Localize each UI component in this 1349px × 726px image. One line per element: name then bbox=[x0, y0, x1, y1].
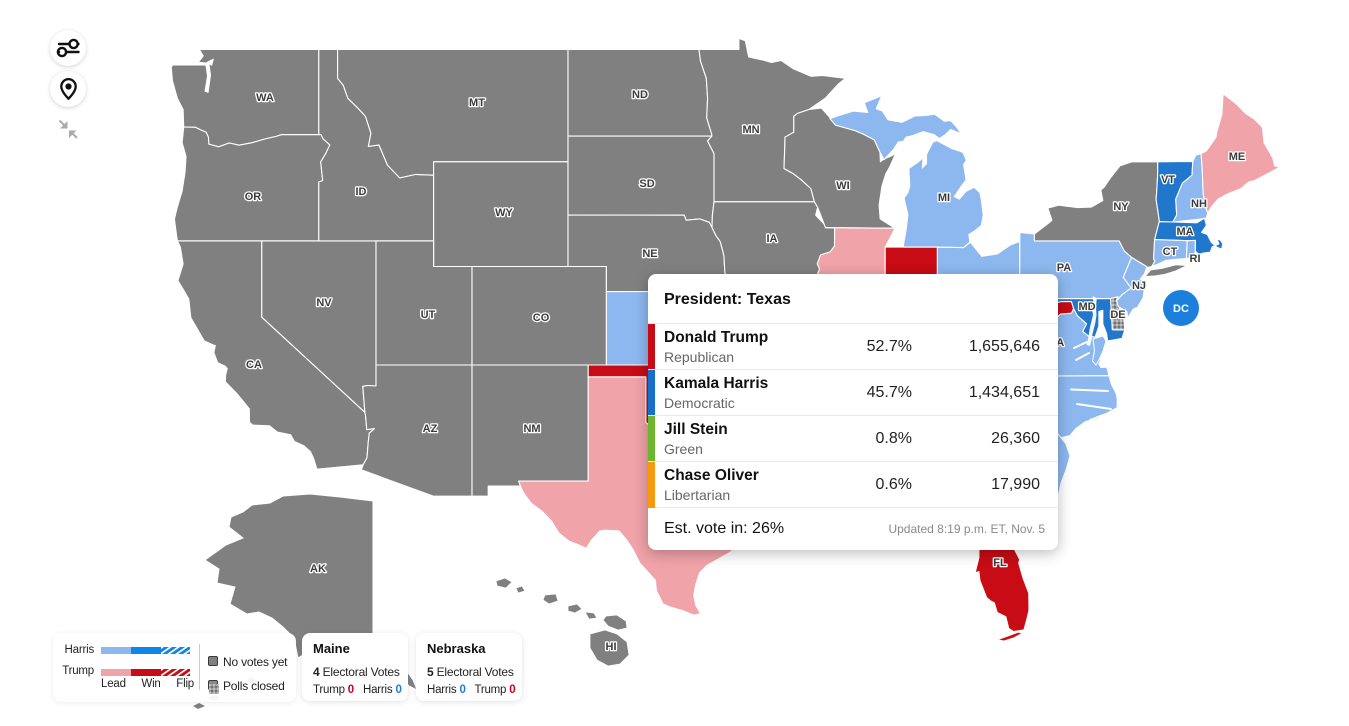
svg-text:NM: NM bbox=[523, 423, 540, 435]
svg-text:NH: NH bbox=[1191, 198, 1207, 210]
svg-text:CO: CO bbox=[533, 312, 550, 324]
svg-text:FL: FL bbox=[993, 557, 1007, 569]
svg-text:UT: UT bbox=[421, 309, 436, 321]
svg-text:HI: HI bbox=[606, 641, 617, 653]
svg-text:NJ: NJ bbox=[1132, 280, 1146, 292]
svg-text:CA: CA bbox=[246, 359, 262, 371]
svg-text:MN: MN bbox=[742, 124, 759, 136]
svg-text:SD: SD bbox=[639, 178, 654, 190]
svg-text:PA: PA bbox=[1057, 262, 1072, 274]
svg-text:NE: NE bbox=[642, 248, 657, 260]
svg-text:WI: WI bbox=[836, 180, 849, 192]
svg-text:WA: WA bbox=[256, 92, 274, 104]
svg-text:WY: WY bbox=[495, 207, 513, 219]
svg-text:MT: MT bbox=[469, 97, 485, 109]
svg-text:MD: MD bbox=[1078, 301, 1095, 313]
svg-text:AZ: AZ bbox=[423, 423, 438, 435]
svg-text:DE: DE bbox=[1110, 309, 1125, 321]
svg-text:CT: CT bbox=[1163, 246, 1178, 258]
svg-text:ND: ND bbox=[632, 89, 648, 101]
svg-text:IA: IA bbox=[767, 233, 778, 245]
svg-text:DC: DC bbox=[1173, 303, 1189, 315]
svg-text:NY: NY bbox=[1113, 201, 1129, 213]
svg-text:MI: MI bbox=[938, 192, 950, 204]
svg-text:RI: RI bbox=[1190, 253, 1201, 265]
svg-text:NV: NV bbox=[316, 297, 332, 309]
svg-text:AK: AK bbox=[310, 563, 326, 575]
svg-text:ID: ID bbox=[356, 186, 367, 198]
svg-text:ME: ME bbox=[1229, 151, 1246, 163]
svg-text:OR: OR bbox=[245, 191, 262, 203]
svg-text:MA: MA bbox=[1176, 226, 1193, 238]
svg-text:VT: VT bbox=[1161, 174, 1175, 186]
